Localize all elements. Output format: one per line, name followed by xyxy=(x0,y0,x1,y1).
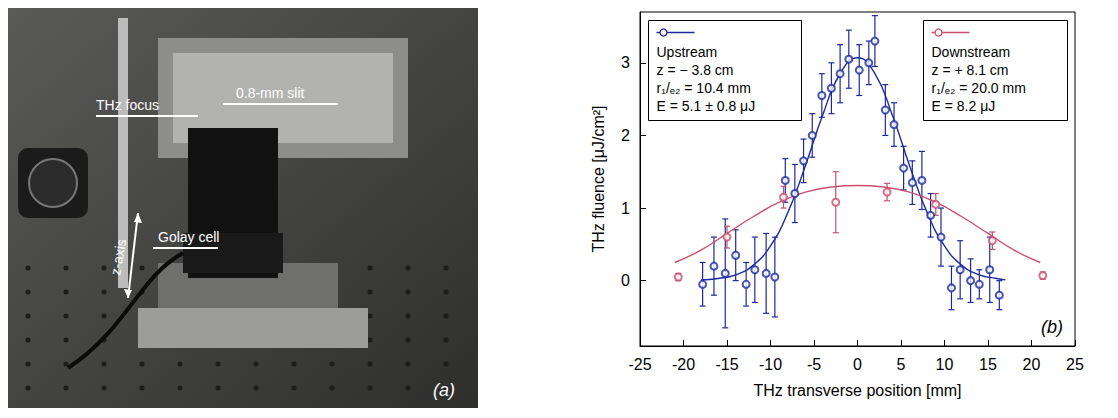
svg-text:z-axis: z-axis xyxy=(107,238,129,277)
svg-text:THz fluence [μJ/cm²]: THz fluence [μJ/cm²] xyxy=(590,105,607,252)
svg-text:0: 0 xyxy=(621,272,630,289)
svg-text:20: 20 xyxy=(1023,356,1041,373)
svg-text:(b): (b) xyxy=(1041,317,1063,337)
svg-text:-20: -20 xyxy=(672,356,695,373)
svg-text:5: 5 xyxy=(897,356,906,373)
svg-text:Downstream: Downstream xyxy=(932,44,1011,60)
svg-text:z = + 8.1 cm: z = + 8.1 cm xyxy=(932,62,1009,78)
svg-text:25: 25 xyxy=(1066,356,1084,373)
svg-text:r₁/ₑ₂ = 10.4 mm: r₁/ₑ₂ = 10.4 mm xyxy=(657,80,751,96)
svg-text:1: 1 xyxy=(621,200,630,217)
svg-text:(a): (a) xyxy=(433,380,455,400)
svg-text:3: 3 xyxy=(621,54,630,71)
svg-text:E = 8.2 μJ: E = 8.2 μJ xyxy=(932,98,996,114)
svg-text:15: 15 xyxy=(979,356,997,373)
svg-text:-5: -5 xyxy=(807,356,821,373)
svg-text:10: 10 xyxy=(936,356,954,373)
svg-text:2: 2 xyxy=(621,127,630,144)
svg-text:r₁/ₑ₂ = 20.0 mm: r₁/ₑ₂ = 20.0 mm xyxy=(932,80,1026,96)
svg-text:THz transverse position [mm]: THz transverse position [mm] xyxy=(753,382,961,399)
svg-text:Upstream: Upstream xyxy=(657,44,718,60)
svg-text:-10: -10 xyxy=(759,356,782,373)
svg-text:THz focus: THz focus xyxy=(96,97,159,113)
svg-text:-25: -25 xyxy=(628,356,651,373)
svg-text:z = − 3.8 cm: z = − 3.8 cm xyxy=(657,62,734,78)
svg-text:Golay cell: Golay cell xyxy=(158,229,219,245)
svg-text:0: 0 xyxy=(853,356,862,373)
svg-text:-15: -15 xyxy=(715,356,738,373)
svg-text:0.8-mm slit: 0.8-mm slit xyxy=(236,85,305,101)
svg-text:E = 5.1 ± 0.8 μJ: E = 5.1 ± 0.8 μJ xyxy=(657,98,756,114)
